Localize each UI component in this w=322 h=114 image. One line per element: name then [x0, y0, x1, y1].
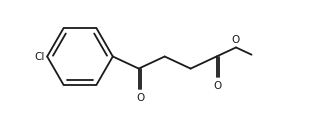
Text: O: O	[232, 34, 240, 44]
Text: O: O	[214, 80, 222, 90]
Text: O: O	[136, 92, 144, 102]
Text: Cl: Cl	[35, 52, 45, 62]
